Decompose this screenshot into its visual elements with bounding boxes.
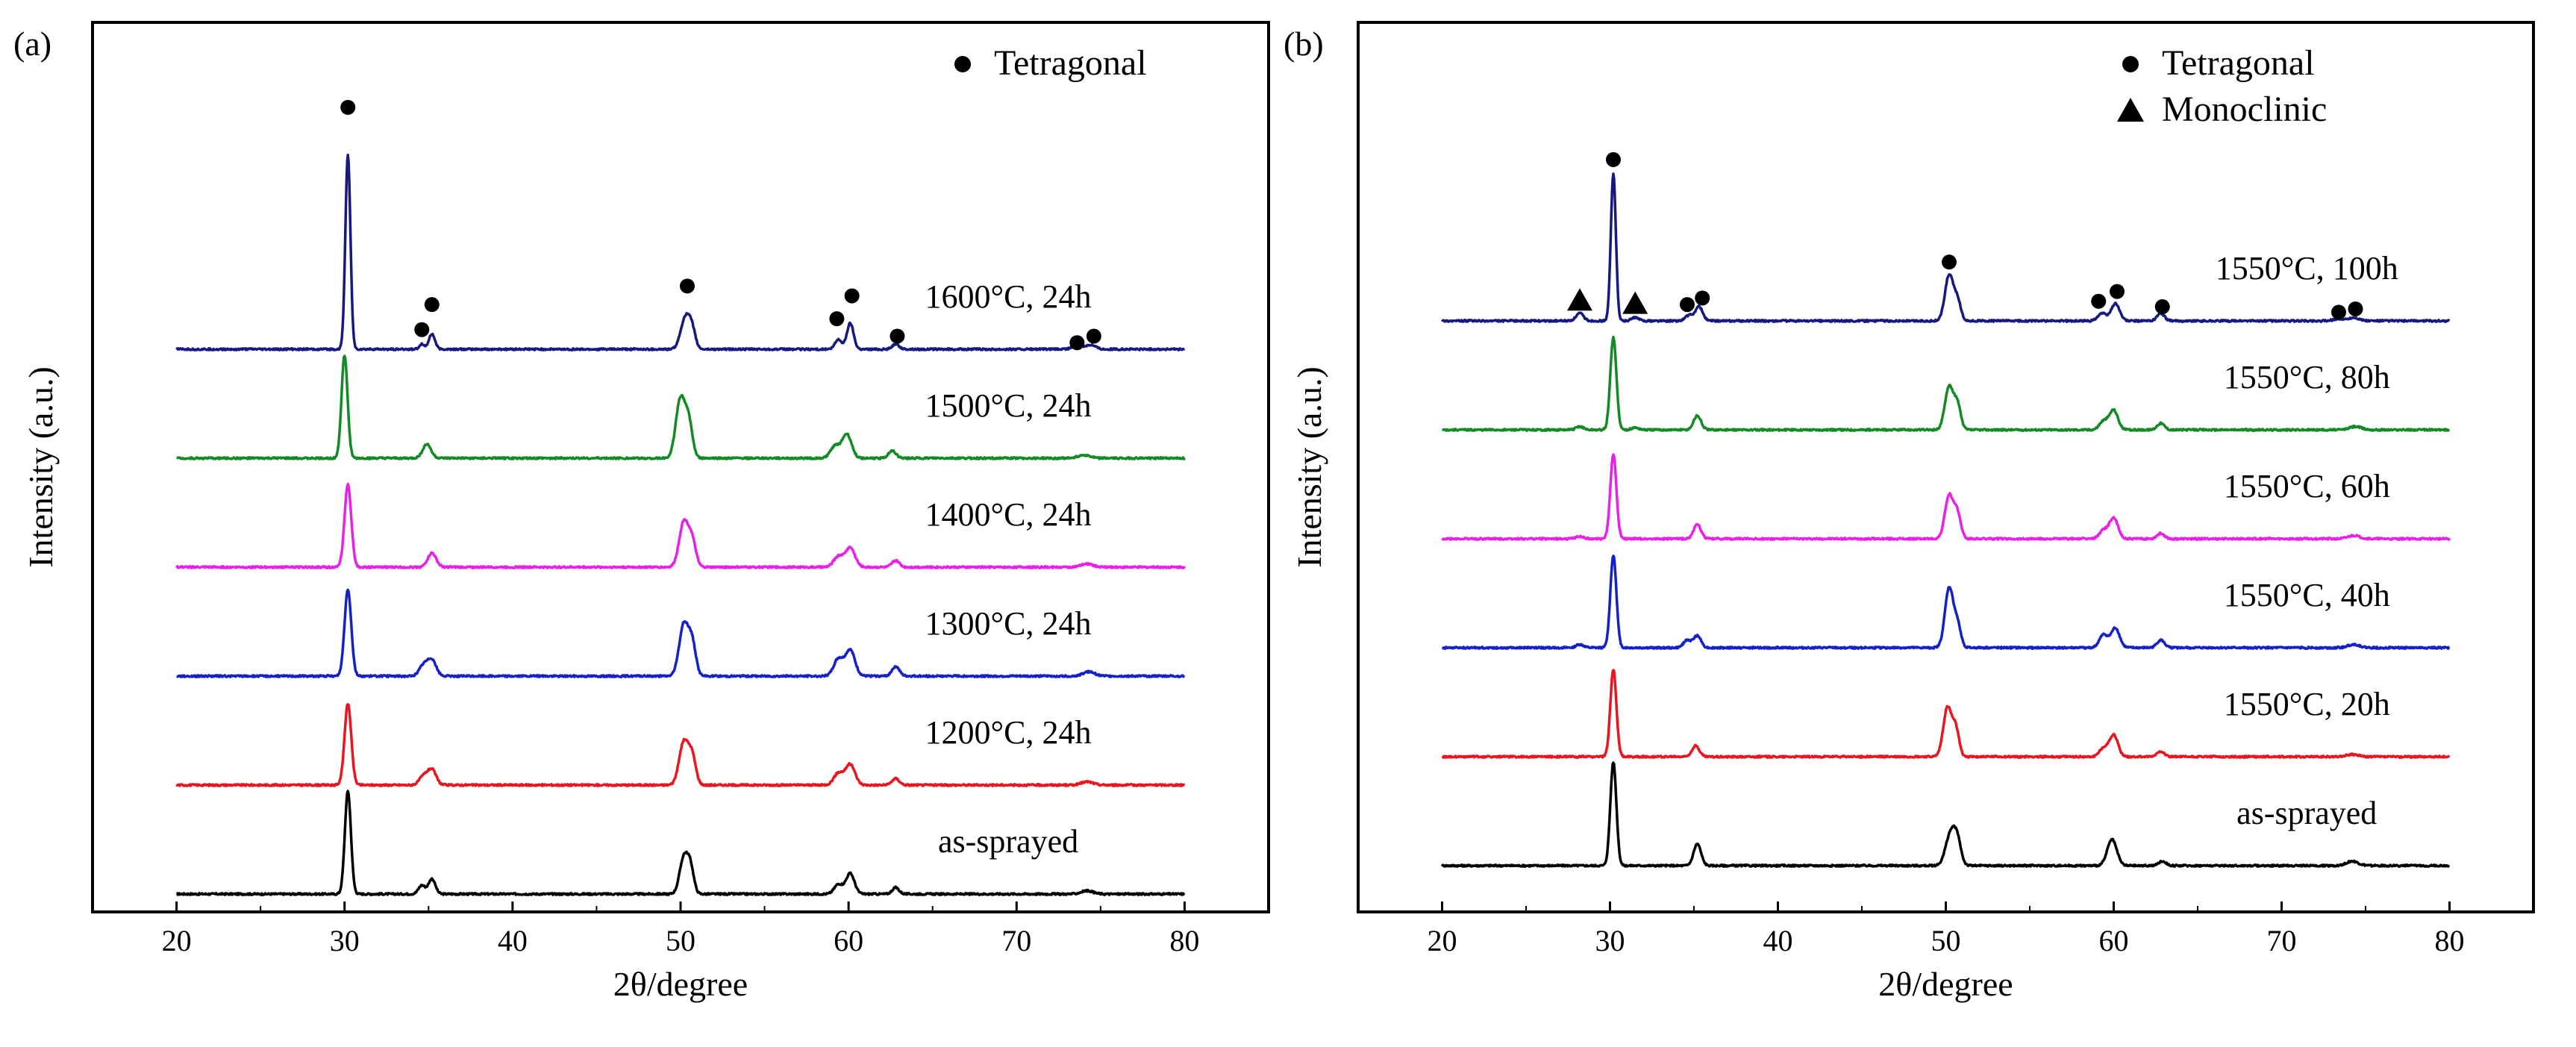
legend-label: Tetragonal [2162, 43, 2315, 83]
x-tick-label: 20 [162, 924, 192, 957]
tetragonal-peak-marker [414, 322, 430, 337]
series-line-1 [175, 703, 1186, 787]
series-line-3 [175, 482, 1186, 569]
x-tick-label: 80 [2435, 924, 2465, 957]
x-tick-label: 70 [2267, 924, 2297, 957]
tetragonal-peak-marker [1606, 151, 1621, 167]
tetragonal-peak-marker [1695, 290, 1710, 306]
series-label: 1550°C, 80h [2224, 359, 2390, 396]
series-line-3 [1441, 453, 2451, 541]
series-line-0 [1440, 761, 2451, 868]
series-label: 1600°C, 24h [925, 278, 1092, 315]
legend-label: Monoclinic [2162, 90, 2327, 129]
series-line-5 [1440, 172, 2451, 323]
x-tick-label: 40 [498, 924, 528, 957]
series-label: as-sprayed [2236, 795, 2377, 831]
tetragonal-peak-marker [680, 278, 695, 294]
x-tick-label: 60 [2099, 924, 2129, 957]
plot-frame [91, 21, 1270, 913]
tetragonal-peak-marker [2110, 284, 2125, 299]
x-axis-title: 2θ/degree [1878, 965, 2013, 1003]
tetragonal-peak-marker [1069, 335, 1085, 351]
panel-b: (b) 20 30 40 50 60 70 80 2θ/degree Intensity (a.u… [1284, 21, 2535, 1003]
series-line-4 [175, 354, 1186, 460]
panel-a: (a) 20 30 40 50 60 70 80 2θ/degree Intensity (a.u… [13, 21, 1270, 1003]
series-label: 1550°C, 60h [2224, 468, 2390, 504]
x-tick-label: 30 [330, 924, 360, 957]
series-label: 1400°C, 24h [925, 496, 1092, 533]
series-line-1 [1441, 669, 2451, 759]
tetragonal-peak-marker [2091, 293, 2107, 309]
x-axis-title: 2θ/degree [613, 965, 748, 1003]
x-tick-label: 20 [1428, 924, 1457, 957]
y-axis-title: Intensity (a.u.) [22, 366, 60, 568]
x-tick-label: 40 [1763, 924, 1793, 957]
series-label: 1550°C, 100h [2216, 250, 2398, 287]
legend-label: Tetragonal [994, 43, 1147, 83]
tetragonal-peak-marker [2331, 304, 2346, 320]
tetragonal-peak-marker [2348, 301, 2363, 316]
monoclinic-peak-marker [1622, 291, 1648, 314]
legend-circle-icon [954, 56, 971, 72]
panel-label: (b) [1284, 25, 1324, 63]
series-line-2 [175, 588, 1186, 678]
series-line-0 [175, 790, 1186, 896]
monoclinic-peak-marker [1567, 288, 1592, 311]
x-tick-label: 70 [1001, 924, 1031, 957]
plot-frame [1357, 21, 2535, 913]
tetragonal-peak-marker [1942, 254, 1957, 270]
x-tick-label: 50 [666, 924, 695, 957]
tetragonal-peak-marker [829, 311, 845, 327]
x-tick-label: 80 [1169, 924, 1199, 957]
series-line-4 [1441, 335, 2451, 432]
series-label: 1300°C, 24h [925, 605, 1092, 642]
y-axis-title: Intensity (a.u.) [1290, 366, 1328, 568]
series-label: 1200°C, 24h [925, 714, 1092, 751]
series-label: 1500°C, 24h [925, 387, 1092, 424]
series-line-5 [175, 153, 1186, 351]
tetragonal-peak-marker [1680, 297, 1695, 313]
tetragonal-peak-marker [890, 328, 905, 344]
legend-triangle-icon [2117, 98, 2144, 122]
tetragonal-peak-marker [844, 288, 860, 304]
x-tick-label: 50 [1931, 924, 1961, 957]
series-label: as-sprayed [938, 823, 1078, 860]
series-label: 1550°C, 40h [2224, 577, 2390, 613]
series-label: 1550°C, 20h [2224, 686, 2390, 722]
tetragonal-peak-marker [424, 297, 440, 313]
x-tick-label: 30 [1595, 924, 1625, 957]
series-line-2 [1441, 554, 2451, 650]
legend-circle-icon [2122, 56, 2139, 72]
panel-label: (a) [13, 25, 51, 63]
tetragonal-peak-marker [2154, 299, 2170, 315]
tetragonal-peak-marker [1086, 328, 1101, 344]
x-tick-label: 60 [834, 924, 863, 957]
tetragonal-peak-marker [340, 99, 356, 115]
